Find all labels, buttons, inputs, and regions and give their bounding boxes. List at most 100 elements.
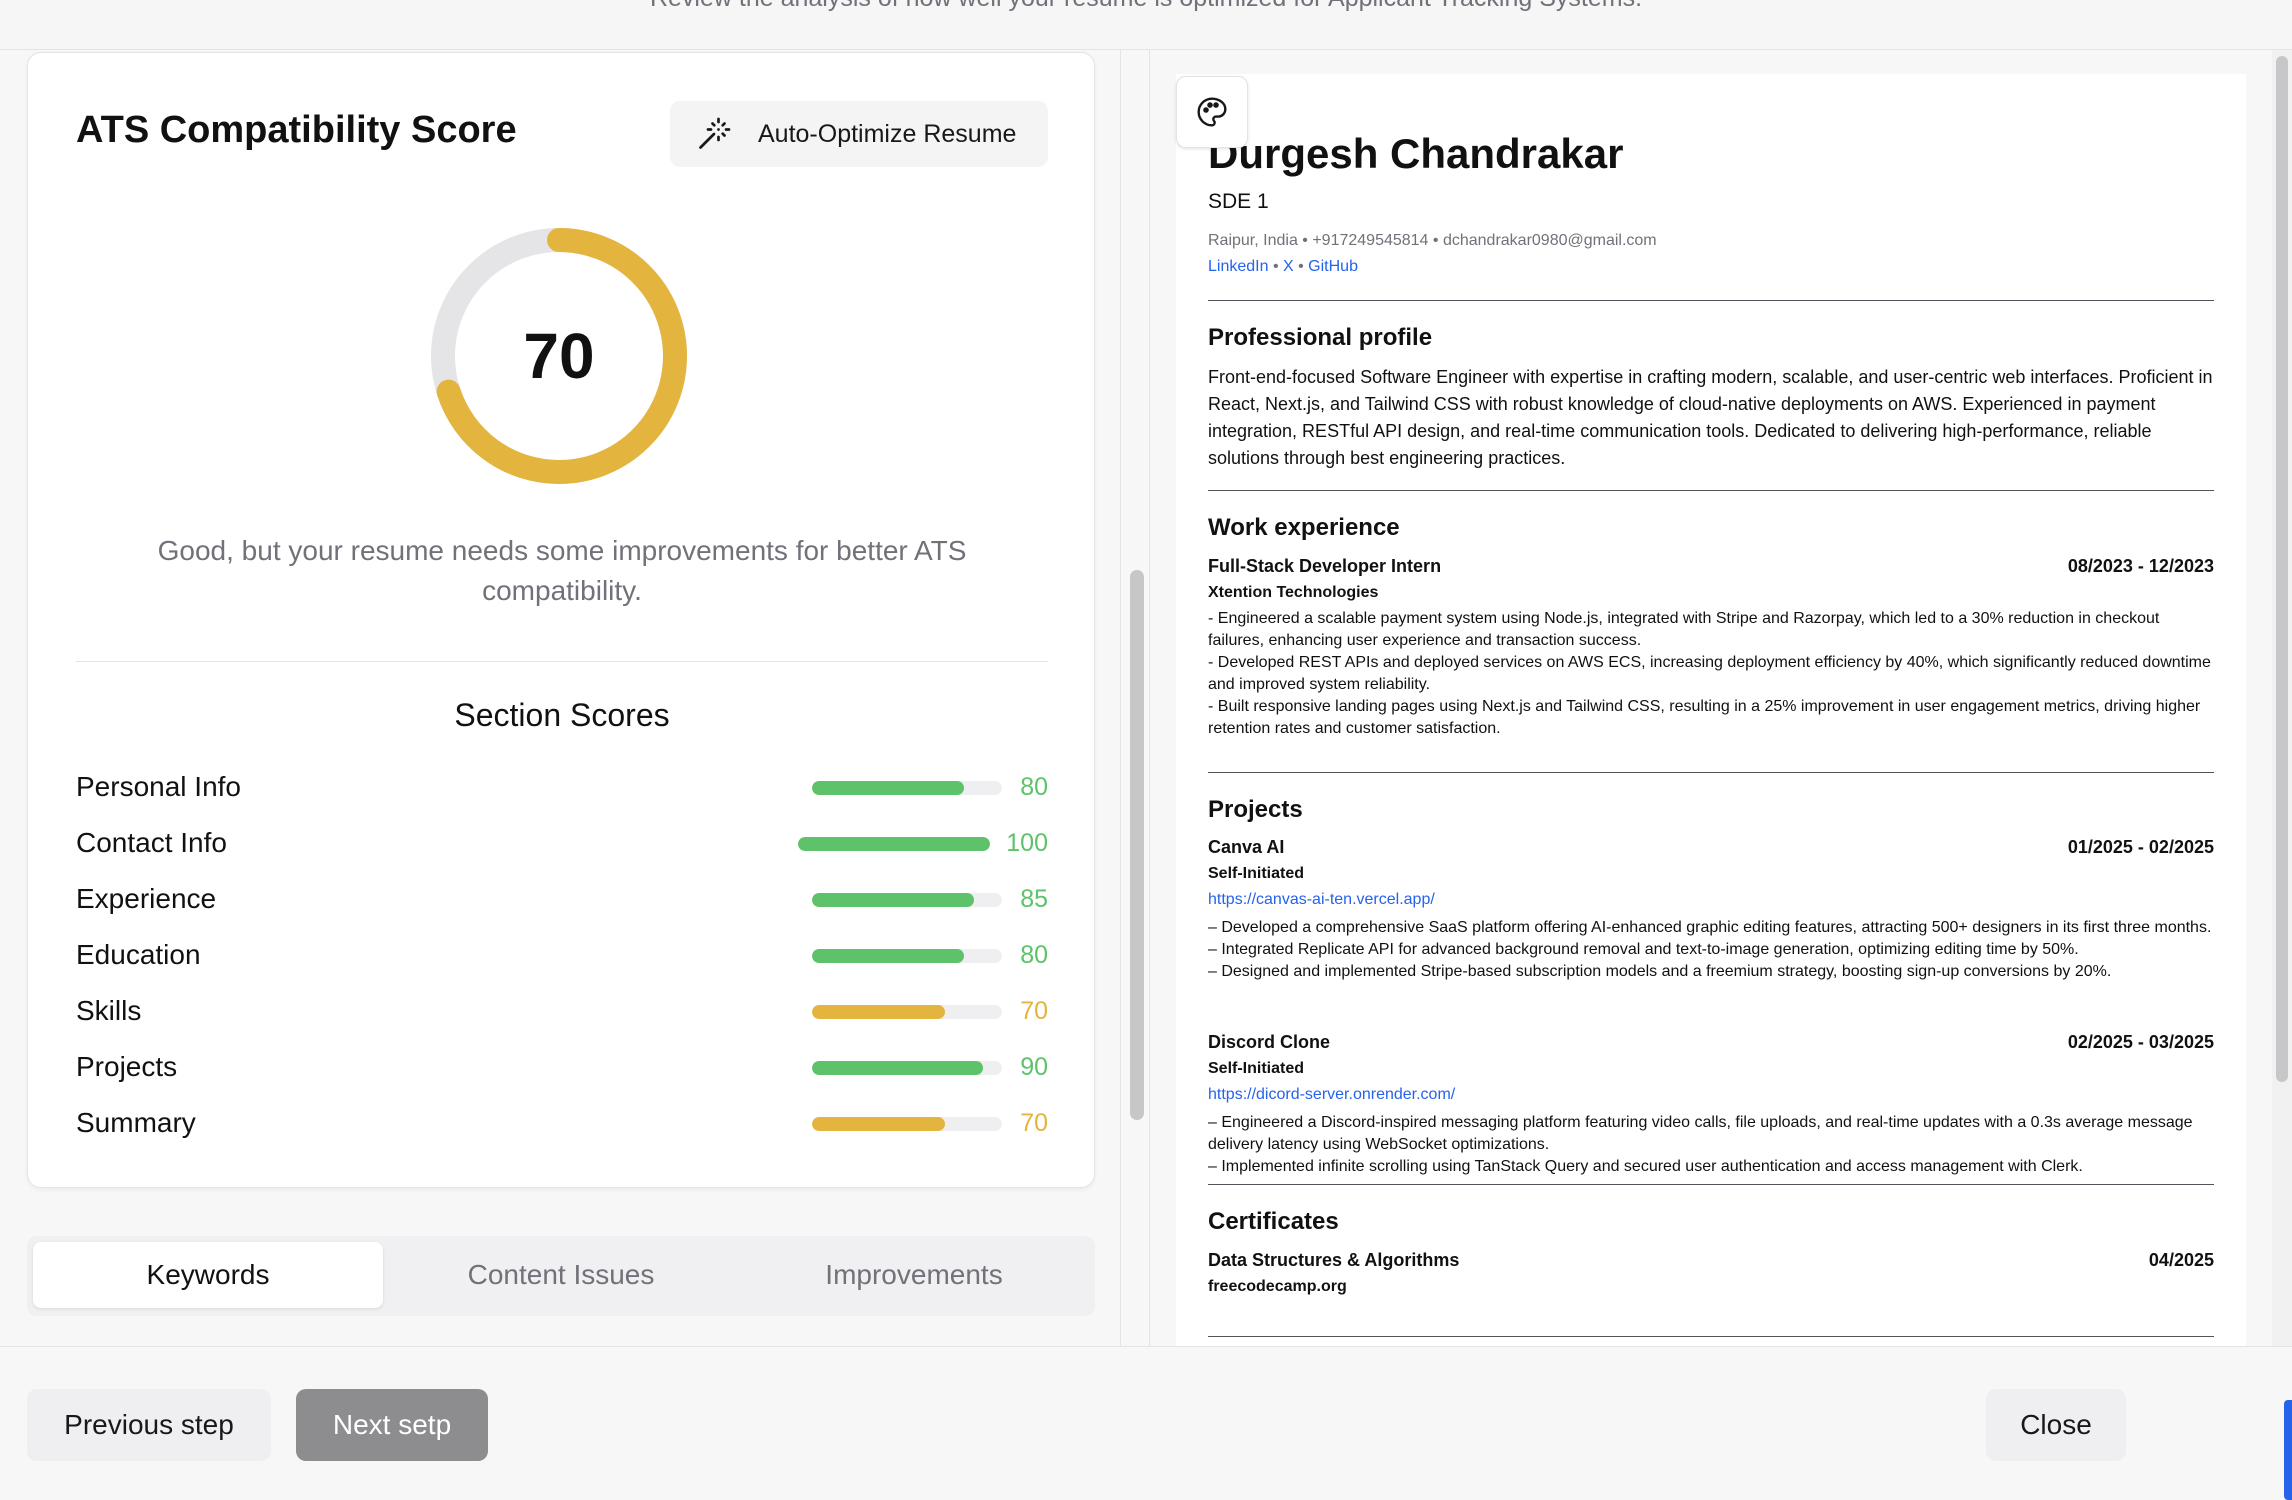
list-item: - Developed REST APIs and deployed servi… (1208, 654, 2211, 693)
resume-role: SDE 1 (1208, 190, 1269, 213)
list-item: - Built responsive landing pages using N… (1208, 698, 2201, 737)
left-scrollbar[interactable] (1120, 50, 1150, 1346)
score-label: Experience (76, 883, 217, 914)
project-url[interactable]: https://canvas-ai-ten.vercel.app/ (1208, 891, 1435, 908)
palette-icon (1197, 97, 1227, 127)
cert-issuer: freecodecamp.org (1208, 1278, 1347, 1295)
tab-keywords[interactable]: Keywords (33, 1242, 383, 1308)
list-item: – Developed a comprehensive SaaS platfor… (1208, 919, 2212, 936)
score-label: Personal Info (76, 771, 241, 802)
score-value: 85 (1020, 885, 1048, 913)
page-description: Review the analysis of how well your res… (0, 0, 2292, 13)
ats-analysis-pane: ATS Compatibility Score Auto-Optimize Re… (0, 50, 1120, 1346)
tab-improvements[interactable]: Improvements (825, 1259, 1003, 1290)
resume-divider (1208, 490, 2214, 491)
analysis-tabs: Keywords Content Issues Improvements (27, 1236, 1095, 1316)
list-item: - Engineered a scalable payment system u… (1208, 610, 2160, 649)
score-value: 70 (1020, 1109, 1048, 1137)
work-title: Full-Stack Developer Intern (1208, 556, 1442, 576)
close-button[interactable]: Close (1986, 1389, 2126, 1461)
score-value: 70 (1020, 997, 1048, 1025)
project-sub: Self-Initiated (1208, 1060, 1305, 1077)
profile-heading: Professional profile (1208, 324, 1433, 351)
project-dates: 01/2025 - 02/2025 (2067, 837, 2214, 857)
score-label: Projects (76, 1051, 178, 1082)
x-link[interactable]: X (1283, 258, 1294, 275)
previous-step-button[interactable]: Previous step (27, 1389, 271, 1461)
score-bar (812, 1117, 1002, 1131)
score-bar (812, 893, 1002, 907)
score-bar-fill (812, 1005, 945, 1019)
score-bar (812, 1005, 1002, 1019)
ats-title: ATS Compatibility Score (76, 109, 517, 151)
resume-document: Durgesh Chandrakar SDE 1 Raipur, India •… (1176, 74, 2246, 1346)
resume-name: Durgesh Chandrakar (1208, 130, 1624, 177)
score-row: Education 80 (76, 935, 1048, 975)
project-url[interactable]: https://dicord-server.onrender.com/ (1208, 1086, 1456, 1103)
ats-score-gauge (431, 228, 687, 484)
list-item: – Designed and implemented Stripe-based … (1208, 963, 2112, 980)
list-item: – Engineered a Discord-inspired messagin… (1208, 1114, 2193, 1153)
linkedin-link[interactable]: LinkedIn (1208, 258, 1269, 275)
project-dates: 02/2025 - 03/2025 (2067, 1032, 2214, 1052)
list-item: – Integrated Replicate API for advanced … (1208, 941, 2079, 958)
score-value: 80 (1020, 941, 1048, 969)
resume-preview-pane: Durgesh Chandrakar SDE 1 Raipur, India •… (1150, 50, 2272, 1346)
project-bullets: – Engineered a Discord-inspired messagin… (1208, 1112, 2214, 1178)
cert-date: 04/2025 (2148, 1250, 2214, 1270)
right-scrollbar[interactable] (2272, 50, 2292, 1346)
work-heading: Work experience (1208, 514, 1400, 541)
top-bar: Review the analysis of how well your res… (0, 0, 2292, 50)
certificates-heading: Certificates (1208, 1208, 1339, 1235)
auto-optimize-button[interactable]: Auto-Optimize Resume (670, 101, 1048, 167)
edge-accent (2284, 1400, 2292, 1500)
score-bar (812, 949, 1002, 963)
score-label: Summary (76, 1107, 196, 1138)
ats-score-card: ATS Compatibility Score Auto-Optimize Re… (27, 52, 1095, 1188)
right-scrollbar-thumb[interactable] (2276, 56, 2288, 1082)
score-row: Personal Info 80 (76, 767, 1048, 807)
score-bar (812, 1061, 1002, 1075)
score-label: Education (76, 939, 201, 970)
score-bar (812, 781, 1002, 795)
section-scores-title: Section Scores (454, 697, 670, 733)
next-step-button[interactable]: Next setp (296, 1389, 488, 1461)
resume-divider (1208, 1184, 2214, 1185)
ats-score-value: 70 (523, 320, 595, 392)
magic-wand-icon (699, 117, 731, 149)
resume-divider (1208, 772, 2214, 773)
card-divider (76, 661, 1048, 662)
resume-divider (1208, 300, 2214, 301)
resume-contact: Raipur, India • +917249545814 • dchandra… (1208, 232, 1657, 249)
score-row: Experience 85 (76, 879, 1048, 919)
score-value: 100 (1006, 829, 1048, 857)
projects-heading: Projects (1208, 796, 1303, 823)
project-bullets: – Developed a comprehensive SaaS platfor… (1208, 917, 2214, 983)
profile-text: Front-end-focused Software Engineer with… (1208, 367, 2213, 468)
work-company: Xtention Technologies (1208, 584, 1379, 601)
work-bullets: - Engineered a scalable payment system u… (1208, 608, 2214, 740)
score-bar-fill (812, 1117, 945, 1131)
resume-divider (1208, 1336, 2214, 1337)
project-title: Discord Clone (1208, 1032, 1331, 1052)
theme-palette-button[interactable] (1176, 76, 1248, 148)
project-title: Canva AI (1208, 837, 1285, 857)
project-sub: Self-Initiated (1208, 865, 1305, 882)
ats-score-message: Good, but your resume needs some improve… (157, 535, 967, 606)
left-scrollbar-thumb[interactable] (1130, 570, 1144, 1120)
score-bar-fill (812, 781, 964, 795)
auto-optimize-label: Auto-Optimize Resume (758, 119, 1017, 148)
score-label: Skills (76, 995, 142, 1026)
score-value: 80 (1020, 773, 1048, 801)
work-dates: 08/2023 - 12/2023 (2067, 556, 2214, 576)
tab-content-issues[interactable]: Content Issues (467, 1259, 655, 1290)
score-row: Skills 70 (76, 991, 1048, 1031)
score-bar-fill (812, 893, 974, 907)
score-row: Projects 90 (76, 1047, 1048, 1087)
github-link[interactable]: GitHub (1308, 258, 1358, 275)
gauge-arc (431, 228, 687, 484)
score-bar-fill (812, 1061, 983, 1075)
score-row: Contact Info 100 (76, 823, 1048, 863)
score-bar-fill (812, 949, 964, 963)
score-value: 90 (1020, 1053, 1048, 1081)
